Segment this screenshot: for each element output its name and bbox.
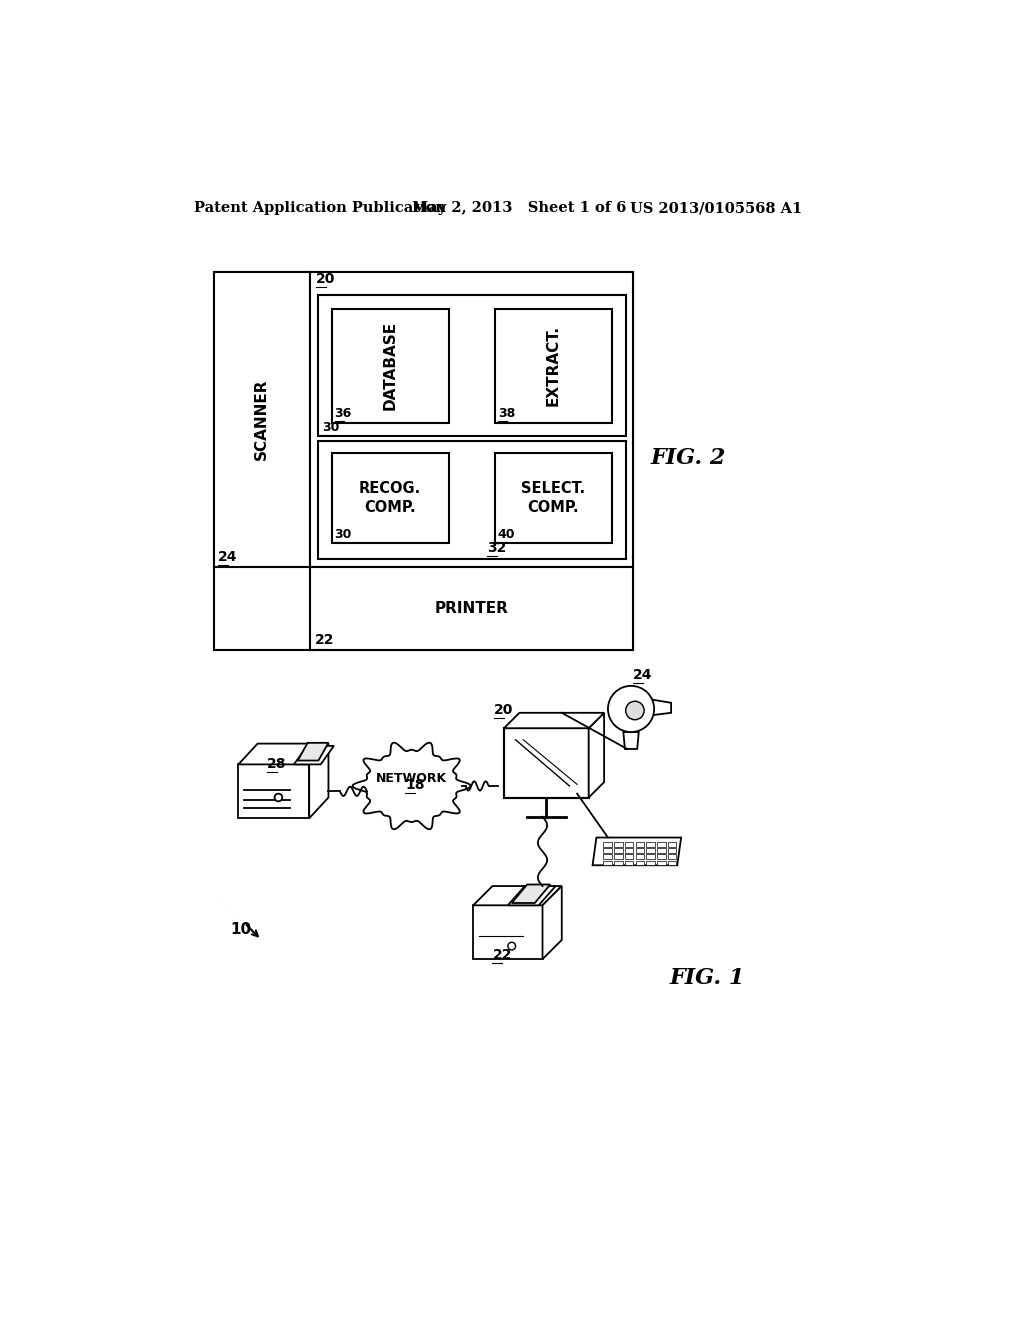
Text: 24: 24	[218, 550, 238, 564]
Bar	[317, 296, 626, 437]
Text: 22: 22	[493, 948, 512, 961]
Polygon shape	[624, 733, 639, 748]
Bar	[332, 309, 449, 422]
Bar	[636, 861, 644, 866]
Text: FIG. 1: FIG. 1	[670, 968, 744, 990]
Bar	[614, 842, 623, 847]
Text: NETWORK: NETWORK	[376, 772, 447, 785]
Polygon shape	[239, 743, 329, 764]
Polygon shape	[352, 743, 471, 829]
Text: 28: 28	[267, 756, 287, 771]
Text: PRINTER: PRINTER	[435, 601, 509, 615]
Polygon shape	[473, 906, 543, 960]
Polygon shape	[593, 837, 681, 866]
Text: 20: 20	[316, 272, 336, 286]
Text: 24: 24	[634, 668, 653, 682]
Text: 18: 18	[406, 777, 425, 792]
Bar	[668, 854, 677, 859]
Text: US 2013/0105568 A1: US 2013/0105568 A1	[630, 202, 802, 215]
Bar	[614, 861, 623, 866]
Bar	[636, 842, 644, 847]
Text: FIG. 2: FIG. 2	[650, 447, 726, 469]
Polygon shape	[504, 713, 604, 729]
Text: SCANNER: SCANNER	[254, 379, 269, 461]
Bar	[603, 849, 611, 853]
Text: SELECT.
COMP.: SELECT. COMP.	[521, 480, 586, 515]
Text: RECOG.
COMP.: RECOG. COMP.	[359, 480, 421, 515]
Bar	[214, 272, 634, 649]
Text: May 2, 2013   Sheet 1 of 6: May 2, 2013 Sheet 1 of 6	[412, 202, 626, 215]
Bar	[668, 849, 677, 853]
Text: EXTRACT.: EXTRACT.	[546, 326, 561, 407]
Circle shape	[626, 701, 644, 719]
Bar	[603, 842, 611, 847]
Polygon shape	[589, 713, 604, 797]
Text: 22: 22	[314, 634, 334, 647]
Polygon shape	[512, 884, 550, 903]
Bar	[646, 842, 655, 847]
Bar	[657, 842, 666, 847]
Bar	[310, 566, 634, 649]
Text: 30: 30	[335, 528, 352, 541]
Bar	[310, 272, 634, 566]
Bar	[668, 842, 677, 847]
Polygon shape	[294, 746, 334, 764]
Bar	[614, 849, 623, 853]
Text: Patent Application Publication: Patent Application Publication	[194, 202, 445, 215]
Polygon shape	[298, 743, 329, 760]
Bar	[657, 861, 666, 866]
Bar	[625, 854, 634, 859]
Bar	[625, 861, 634, 866]
Circle shape	[508, 942, 515, 950]
Text: 10: 10	[230, 921, 252, 937]
Bar	[657, 854, 666, 859]
Text: 40: 40	[498, 528, 515, 541]
Bar	[495, 453, 611, 544]
Text: 20: 20	[494, 702, 513, 717]
Bar	[636, 854, 644, 859]
Text: 36: 36	[335, 408, 352, 420]
Bar	[668, 861, 677, 866]
Polygon shape	[508, 886, 556, 906]
Bar	[214, 272, 310, 566]
Circle shape	[274, 793, 283, 801]
Bar	[317, 441, 626, 558]
Polygon shape	[239, 764, 309, 818]
Bar	[603, 861, 611, 866]
Circle shape	[608, 686, 654, 733]
Bar	[495, 309, 611, 422]
Bar	[646, 861, 655, 866]
Bar	[625, 849, 634, 853]
Polygon shape	[543, 886, 562, 960]
Bar	[646, 854, 655, 859]
Bar	[603, 854, 611, 859]
Text: 38: 38	[498, 408, 515, 420]
Polygon shape	[473, 886, 562, 906]
Bar	[614, 854, 623, 859]
Bar	[625, 842, 634, 847]
Bar	[646, 849, 655, 853]
Polygon shape	[504, 729, 589, 797]
Text: 30: 30	[323, 421, 340, 434]
Text: DATABASE: DATABASE	[383, 321, 397, 411]
Polygon shape	[309, 743, 329, 818]
Polygon shape	[652, 700, 671, 715]
Text: 32: 32	[487, 541, 507, 554]
Bar	[332, 453, 449, 544]
Bar	[657, 849, 666, 853]
Bar	[636, 849, 644, 853]
